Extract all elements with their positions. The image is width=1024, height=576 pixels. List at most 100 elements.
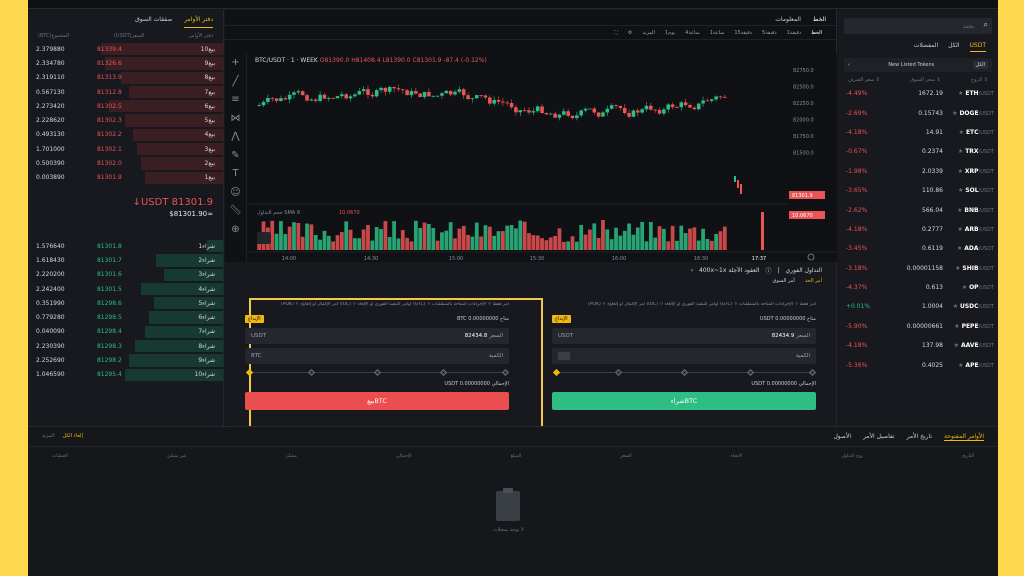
ask-row[interactable]: 2.319110 81313.9 بيع8 bbox=[28, 71, 223, 85]
interval-4h[interactable]: 4ساعة bbox=[685, 29, 700, 36]
trendline-icon[interactable]: ╱ bbox=[232, 75, 239, 87]
bid-row[interactable]: 2.230390 81298.3 شراء8 bbox=[28, 339, 223, 353]
bid-row[interactable]: 2.252690 81298.2 شراء9 bbox=[28, 353, 223, 367]
sell-percent-slider[interactable] bbox=[245, 367, 510, 379]
market-row-trx[interactable]: -0.67% 0.2374 ★ TRX/USDT bbox=[838, 142, 998, 161]
tab-open-orders[interactable]: الأوامر المفتوحة bbox=[944, 432, 984, 441]
info-icon[interactable]: ⓘ bbox=[765, 267, 772, 275]
header-price[interactable]: سعر السوق ⇕ bbox=[910, 77, 941, 83]
star-icon[interactable]: ★ bbox=[953, 342, 961, 350]
market-row-op[interactable]: -4.37% 0.613 ★ OP/USDT bbox=[838, 278, 998, 297]
bid-row[interactable]: 0.351990 81298.6 شراء5 bbox=[28, 296, 223, 310]
slider-step-100[interactable] bbox=[501, 368, 510, 377]
bid-row[interactable]: 2.220200 81301.6 شراء3 bbox=[28, 268, 223, 282]
market-row-etc[interactable]: -4.18% 14.91 ★ ETC/USDT bbox=[838, 123, 998, 142]
slider-step-50[interactable] bbox=[373, 368, 382, 377]
star-icon[interactable]: ★ bbox=[956, 245, 965, 253]
interval-1m[interactable]: 1دقيقة bbox=[786, 29, 802, 36]
sell-time-in-force[interactable]: (POK) ⚪ أمر الإكمال أو إلغاؤه (IOC) ⚪ أو… bbox=[280, 302, 509, 307]
pattern-icon[interactable]: ⋀ bbox=[231, 131, 240, 142]
buy-btc-button[interactable]: شراءBTC bbox=[552, 392, 816, 410]
star-icon[interactable]: ★ bbox=[958, 128, 966, 136]
buy-qty-field[interactable]: الكمية bbox=[552, 348, 816, 364]
sell-deposit-button[interactable]: الإيداع bbox=[245, 315, 264, 323]
cancel-all-button[interactable]: إلغاء الكل bbox=[62, 433, 83, 439]
star-icon[interactable]: ★ bbox=[957, 225, 965, 233]
buy-percent-slider[interactable] bbox=[552, 367, 817, 379]
tab-limit-order[interactable]: أمر الحد bbox=[804, 278, 822, 284]
fullscreen-icon[interactable]: ⛶ bbox=[614, 29, 618, 36]
new-listing-filter[interactable]: ‹ New Listed Tokens الكل bbox=[844, 58, 992, 72]
ask-row[interactable]: 2.379880 81339.4 بيع10 bbox=[28, 42, 223, 56]
bid-row[interactable]: 1.576640 81301.8 شراء1 bbox=[28, 239, 223, 253]
tab-chart[interactable]: الخط bbox=[812, 16, 826, 23]
ask-row[interactable]: 0.003890 81301.9 بيع1 bbox=[28, 171, 223, 185]
tab-market-trades[interactable]: صفقات السوق bbox=[135, 16, 173, 23]
interval-1h[interactable]: 1ساعة bbox=[709, 29, 725, 36]
sell-qty-field[interactable]: BTC الكمية bbox=[245, 348, 509, 364]
ask-row[interactable]: 0.493130 81302.2 بيع4 bbox=[28, 128, 223, 142]
market-row-shib[interactable]: -3.18% 0.00001158 ★ SHIB/USDT bbox=[838, 259, 998, 278]
crosshair-icon[interactable]: + bbox=[231, 57, 240, 68]
ask-row[interactable]: 0.500390 81302.0 بيع2 bbox=[28, 156, 223, 170]
search-input[interactable] bbox=[844, 18, 992, 34]
chevron-left-icon[interactable]: ‹ bbox=[690, 266, 694, 274]
more-link[interactable]: المزيد bbox=[42, 433, 55, 439]
candlestick-chart[interactable]: 82750.0 82500.0 82250.0 82000.0 81750.0 81500… bbox=[249, 54, 837, 262]
bid-row[interactable]: 0.779280 81298.5 شراء6 bbox=[28, 310, 223, 324]
slider-step-50[interactable] bbox=[680, 368, 689, 377]
interval-5m[interactable]: 5دقيقة bbox=[762, 29, 777, 36]
zoom-icon[interactable]: ⊕ bbox=[231, 223, 240, 235]
tab-order-details[interactable]: تفاصيل الأمر bbox=[863, 433, 895, 440]
ask-row[interactable]: 2.334780 81326.6 بيع9 bbox=[28, 56, 223, 70]
star-icon[interactable]: ★ bbox=[952, 109, 960, 117]
futures-link[interactable]: 400x~1x العقود الآجلة bbox=[699, 266, 760, 274]
ask-row[interactable]: 2.273420 81302.5 بيع6 bbox=[28, 99, 223, 113]
bid-row[interactable]: 0.040090 81298.4 شراء7 bbox=[28, 325, 223, 339]
emoji-icon[interactable]: ☺ bbox=[230, 186, 241, 198]
tab-order-book[interactable]: دفتر الأوامر bbox=[184, 16, 213, 28]
slider-step-25[interactable] bbox=[614, 368, 623, 377]
market-row-ada[interactable]: -3.45% 0.6119 ★ ADA/USDT bbox=[838, 239, 998, 258]
interval-15m[interactable]: 15دقيقة bbox=[734, 29, 753, 36]
tab-assets[interactable]: الأصول bbox=[833, 433, 852, 440]
star-icon[interactable]: ★ bbox=[957, 148, 966, 156]
bid-row[interactable]: 2.242400 81301.5 شراء4 bbox=[28, 282, 223, 296]
horizontal-lines-icon[interactable]: ≡ bbox=[231, 94, 240, 105]
interval-1d[interactable]: 1يوم bbox=[664, 29, 676, 36]
search-box[interactable]: ⌕ bbox=[844, 18, 992, 34]
market-row-doge[interactable]: -2.69% 0.15743 ★ DOGE/USDT bbox=[838, 103, 998, 122]
star-icon[interactable]: ★ bbox=[961, 284, 970, 292]
brush-icon[interactable]: ✎ bbox=[231, 149, 240, 161]
market-row-aave[interactable]: -4.18% 137.98 ★ AAVE/USDT bbox=[838, 336, 998, 355]
slider-step-25[interactable] bbox=[307, 368, 316, 377]
buy-deposit-button[interactable]: الإيداع bbox=[552, 315, 571, 323]
bid-row[interactable]: 1.046590 81295.4 شراء10 bbox=[28, 368, 223, 382]
chevron-left-icon[interactable]: ‹ bbox=[848, 62, 850, 68]
buy-price-field[interactable]: USDT 82434.9 السعر bbox=[552, 328, 816, 344]
tab-info[interactable]: المعلومات bbox=[775, 16, 801, 23]
text-icon[interactable]: T bbox=[232, 168, 239, 179]
bid-row[interactable]: 1.618430 81301.7 شراء2 bbox=[28, 253, 223, 267]
more-intervals[interactable]: المزيد bbox=[642, 29, 655, 36]
star-icon[interactable]: ★ bbox=[954, 322, 962, 330]
sell-btc-button[interactable]: بيعBTC bbox=[245, 392, 509, 410]
star-icon[interactable]: ★ bbox=[958, 187, 966, 195]
slider-handle[interactable] bbox=[245, 368, 254, 377]
settings-icon[interactable]: ⚙ bbox=[627, 29, 633, 36]
slider-step-100[interactable] bbox=[808, 368, 817, 377]
star-icon[interactable]: ★ bbox=[952, 303, 960, 311]
star-icon[interactable]: ★ bbox=[958, 90, 966, 98]
fib-icon[interactable]: ⋈ bbox=[230, 112, 241, 124]
interval-line[interactable]: الخط bbox=[811, 29, 822, 36]
market-row-usdc[interactable]: +0.01% 1.0004 ★ USDC/USDT bbox=[838, 297, 998, 316]
ask-row[interactable]: 1.701000 81302.1 بيع3 bbox=[28, 142, 223, 156]
header-pair[interactable]: الزوج ⇕ bbox=[970, 77, 988, 83]
tab-market-order[interactable]: أمر السوق bbox=[772, 278, 795, 284]
slider-step-75[interactable] bbox=[746, 368, 755, 377]
ask-row[interactable]: 2.228620 81302.3 بيع5 bbox=[28, 113, 223, 127]
slider-step-75[interactable] bbox=[439, 368, 448, 377]
star-icon[interactable]: ★ bbox=[958, 361, 966, 369]
market-row-xrp[interactable]: -1.98% 2.0339 ★ XRP/USDT bbox=[838, 162, 998, 181]
sell-price-field[interactable]: USDT 82434.8 السعر bbox=[245, 328, 509, 344]
